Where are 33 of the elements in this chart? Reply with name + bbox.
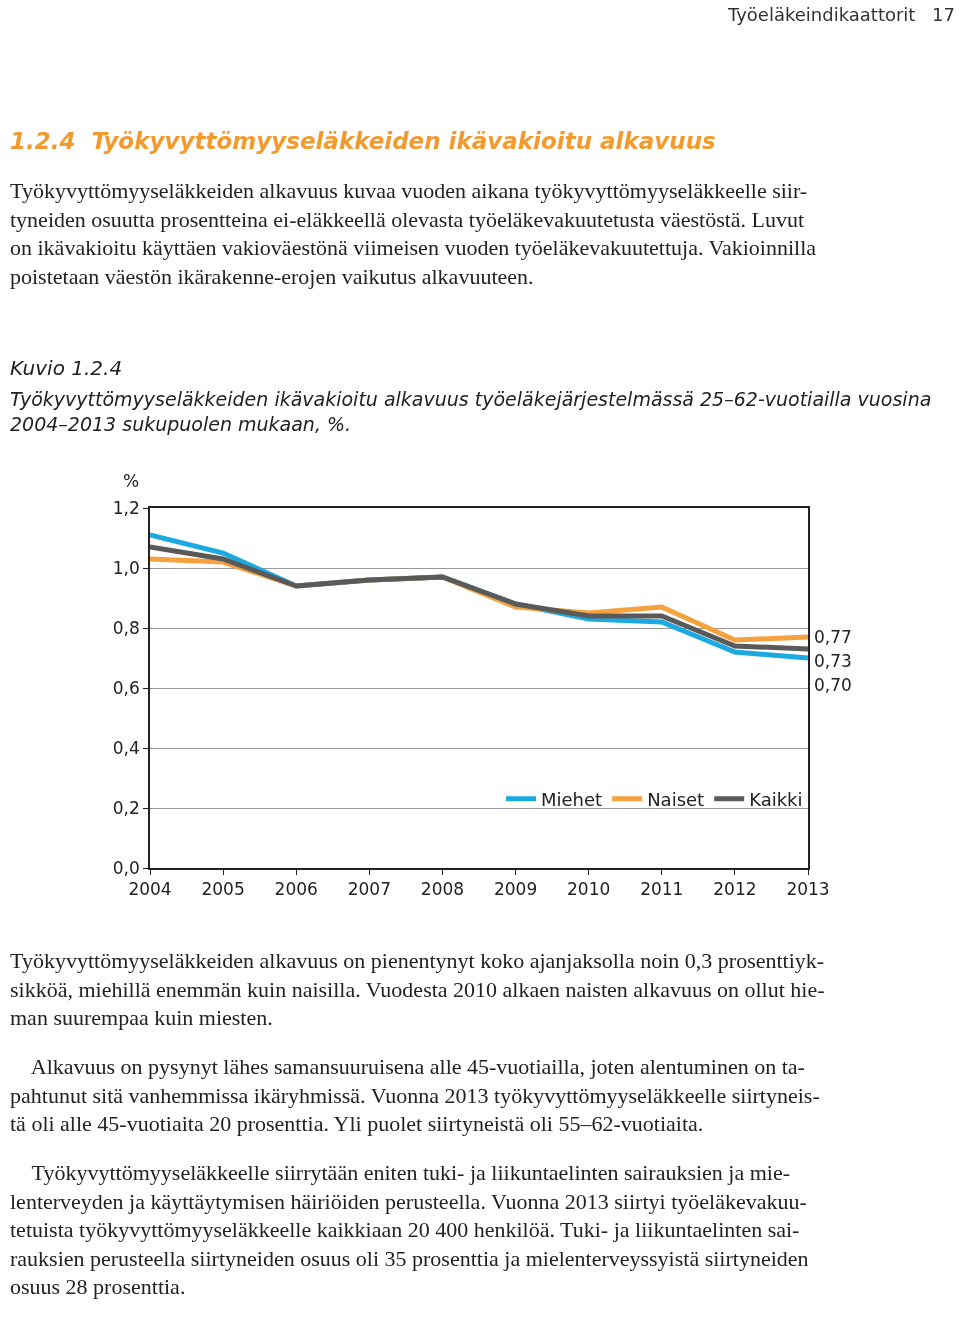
data-label: 0,77 [814,627,852,647]
y-tick-label: 0,6 [112,677,140,698]
chart-title: Kuvio 1.2.4 [10,356,123,380]
y-tick-label: 0,8 [112,617,140,638]
legend-label: Miehet [541,788,603,810]
y-tick-label: 1,0 [112,557,140,578]
data-label: 0,73 [814,651,852,671]
y-tick-label: 0,0 [112,857,140,878]
text: Työkyvyttömyyseläkkeelle siirrytään eniten tuki- ja liikuntaelinten sairauksien ja mie- lenterveyden ja käyttäytymisen häiriöiden perusteella. Vuonna 2013 siirtyi työeläkevakuu- tetuista työkyvyttömyyseläkkeelle kaikkiaan 20 400 henkilöä. Tuki- ja liikuntaelinten sai- rauksien perusteella siirtyneiden osuus oli 35 prosenttia ja mielenterveyssyistä siirtyneiden osuus 28 prosenttia. [10,1160,809,1300]
chart-subtitle: Työkyvyttömyyseläkkeiden ikävakioitu alkavuus työeläkejärjestelmässä 25–62-vuotiailla vuosina 2004–2013 sukupuolen mukaan, %. [10,388,932,435]
x-tick-label: 2012 [713,879,757,900]
text: Alkavuus on pysynyt lähes samansuuruisena alle 45-vuotiailla, joten alentuminen on ta- pahtunut sitä vanhemmissa ikäryhmissä. Vuonna 2013 työkyvyttömyyseläkkeelle siirtyneis- tä oli alle 45-vuotiaita 20 prosenttia. Yli puolet siirtyneistä oli 55–62-vuotiaita. [10,1054,820,1137]
x-tick-label: 2013 [786,879,830,900]
x-tick-label: 2011 [640,879,684,900]
data-label: 0,70 [814,675,852,695]
x-tick-label: 2004 [128,879,172,900]
text: Työeläkeindikaattorit [727,4,916,25]
legend-label: Kaikki [749,788,803,810]
y-tick-label: 0,2 [112,797,140,818]
text: 17 [932,4,955,25]
x-tick-label: 2008 [420,879,465,900]
text: Työkyvyttömyyseläkkeiden alkavuus kuvaa vuoden aikana työkyvyttömyyseläkkeelle siir- tyneiden osuutta prosentteina ei-eläkkeellä olevasta työeläkevakuutetusta väestöstä. Luvut on ikävakioitu käyttäen vakioväestönä viimeisen vuoden työeläkevakuutettuja. Vakioinnilla poistetaan väestön ikärakenne-erojen vaikutus alkavuuteen. [10,178,817,289]
x-tick-label: 2005 [201,879,245,900]
legend-label: Naiset [647,788,705,810]
x-tick-label: 2007 [347,879,391,900]
y-tick-label: 0,4 [112,737,140,758]
x-tick-label: 2009 [493,879,538,900]
text: Työkyvyttömyyseläkkeiden alkavuus on pienentynyt koko ajanjaksolla noin 0,3 prosenttiyk- sikköä, miehillä enemmän kuin naisilla. Vuodesta 2010 alkaen naisten alkavuus on ollut hie- man suurempaa kuin miesten. [10,948,825,1031]
x-tick-label: 2006 [274,879,318,900]
y-axis-title: % [123,471,140,491]
x-tick-label: 2010 [567,879,611,900]
y-tick-label: 1,2 [112,497,140,518]
text: 1.2.4 Työkyvyttömyyseläkkeiden ikävakioitu alkavuus [10,128,716,154]
